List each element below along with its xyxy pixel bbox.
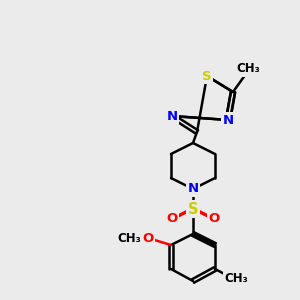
Text: CH₃: CH₃ xyxy=(224,272,248,284)
Text: O: O xyxy=(142,232,154,244)
Text: O: O xyxy=(167,212,178,224)
Text: N: N xyxy=(167,110,178,122)
Text: N: N xyxy=(188,182,199,196)
Text: S: S xyxy=(202,70,212,83)
Text: O: O xyxy=(208,212,220,224)
Text: CH₃: CH₃ xyxy=(236,62,260,76)
Text: S: S xyxy=(188,202,198,217)
Text: CH₃: CH₃ xyxy=(117,232,141,244)
Text: N: N xyxy=(222,113,234,127)
